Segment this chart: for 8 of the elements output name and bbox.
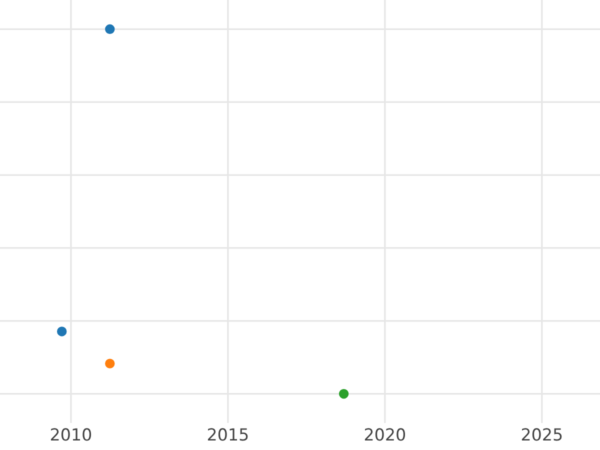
point bbox=[105, 24, 115, 34]
x-tick-label: 2020 bbox=[364, 428, 406, 441]
x-tick-label: 2025 bbox=[522, 428, 562, 441]
x-tick-label: 2010 bbox=[50, 428, 92, 441]
x-tick-label: 2015 bbox=[208, 428, 248, 441]
point bbox=[105, 358, 115, 368]
point bbox=[56, 326, 67, 336]
point bbox=[338, 388, 349, 399]
